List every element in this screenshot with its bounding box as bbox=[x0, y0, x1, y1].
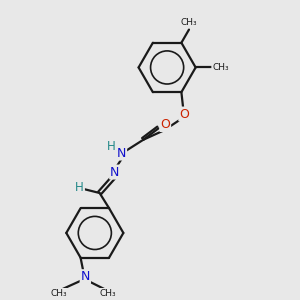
Text: O: O bbox=[160, 118, 170, 131]
Text: CH₃: CH₃ bbox=[181, 18, 197, 27]
Text: CH₃: CH₃ bbox=[50, 289, 67, 298]
Text: CH₃: CH₃ bbox=[212, 63, 229, 72]
Text: N: N bbox=[110, 166, 119, 178]
Text: CH₃: CH₃ bbox=[100, 289, 116, 298]
Text: H: H bbox=[75, 181, 84, 194]
Text: H: H bbox=[106, 140, 116, 153]
Text: O: O bbox=[179, 107, 189, 121]
Text: N: N bbox=[81, 270, 90, 283]
Text: N: N bbox=[117, 146, 126, 160]
